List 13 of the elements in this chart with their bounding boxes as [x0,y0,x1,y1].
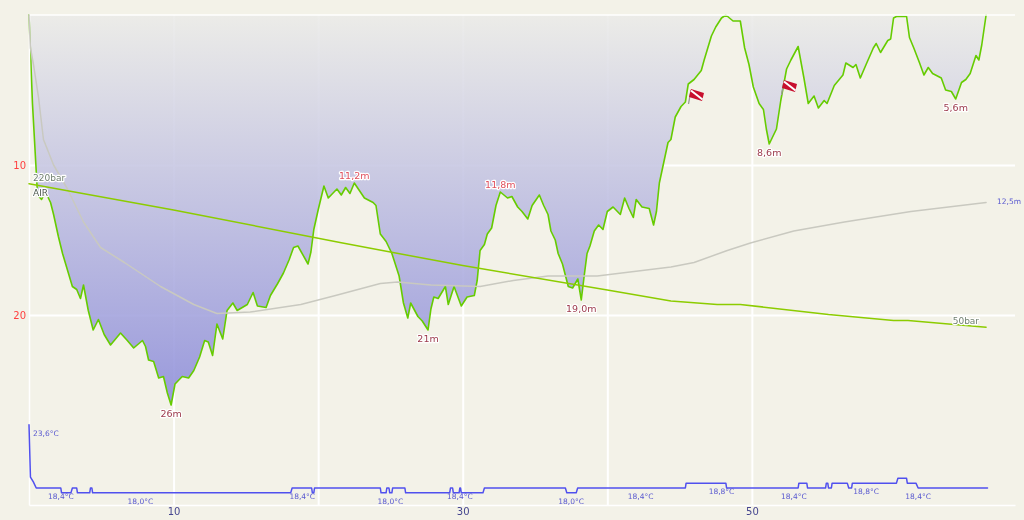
x-tick-label: 50 [746,506,759,518]
data-label: 50bar [952,316,980,327]
data-label: 19,0m [566,303,597,314]
data-label: 26m [160,408,182,419]
line-series [28,14,987,315]
x-tick-label: 30 [456,506,470,518]
data-label: 8,6m [757,147,782,158]
data-label: 11,8m [485,179,516,190]
data-label: 11,2m [339,170,370,181]
data-label: 5,6m [943,102,968,113]
data-label: 21m [417,333,439,344]
x-tick-label: 10 [167,506,181,518]
y-tick-label: 20 [13,309,26,321]
